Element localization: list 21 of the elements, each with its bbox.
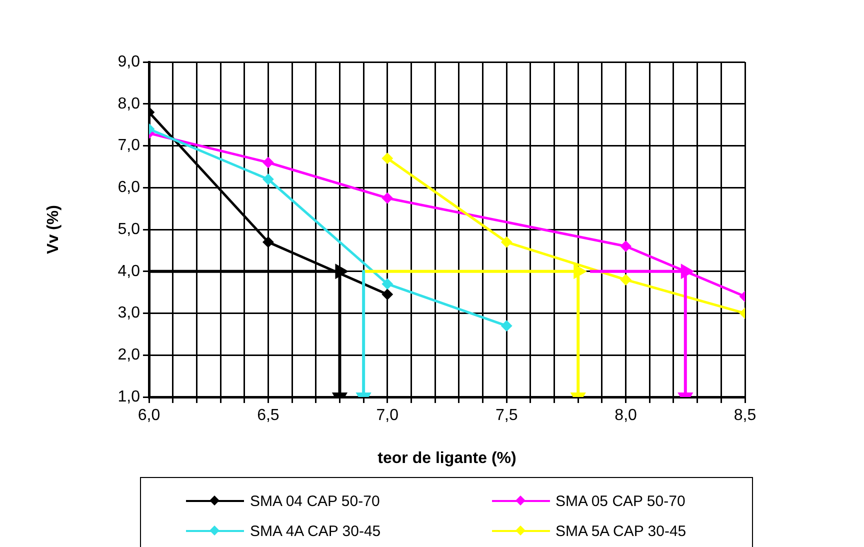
y-tick-label: 5,0 — [118, 220, 140, 238]
legend-label: SMA 5A CAP 30-45 — [556, 522, 686, 540]
x-tick-label: 7,5 — [495, 407, 518, 424]
legend-label: SMA 05 CAP 50-70 — [556, 492, 686, 510]
y-axis-title: Vv (%) — [45, 205, 62, 254]
x-axis-title: teor de ligante (%) — [378, 450, 516, 467]
y-tick-label: 6,0 — [118, 179, 140, 196]
x-tick-label: 6,0 — [138, 407, 160, 424]
x-tick-label: 6,5 — [257, 407, 280, 424]
legend-label: SMA 4A CAP 30-45 — [250, 522, 381, 540]
y-tick-label: 7,0 — [118, 137, 140, 154]
y-tick-label: 1,0 — [118, 388, 140, 406]
y-tick-label: 9,0 — [118, 53, 140, 70]
y-tick-label: 2,0 — [118, 346, 140, 364]
y-tick-label: 4,0 — [118, 262, 140, 280]
x-tick-label: 8,5 — [734, 407, 756, 424]
x-tick-label: 7,0 — [376, 407, 399, 424]
x-tick-label: 8,0 — [614, 407, 638, 424]
legend-label: SMA 04 CAP 50-70 — [250, 492, 380, 510]
y-tick-label: 3,0 — [118, 304, 140, 322]
y-tick-label: 8,0 — [118, 95, 140, 112]
